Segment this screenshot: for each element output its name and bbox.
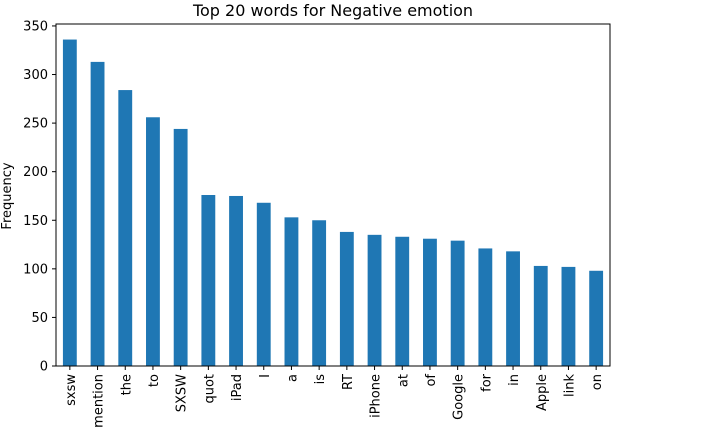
bar-0 bbox=[62, 39, 77, 367]
y-tick-label-7: 350 bbox=[23, 19, 48, 34]
y-tick-label-5: 250 bbox=[23, 117, 48, 132]
y-tick-label-4: 200 bbox=[23, 165, 48, 180]
bar-2 bbox=[118, 90, 133, 366]
bar-11 bbox=[367, 234, 382, 366]
x-tick-label-15: for bbox=[479, 373, 494, 392]
y-tick-label-1: 50 bbox=[31, 311, 48, 326]
x-tick-label-9: is bbox=[313, 374, 328, 385]
x-tick-label-0: sxsw bbox=[64, 374, 79, 406]
x-tick-label-5: quot bbox=[202, 374, 217, 404]
y-tick-label-0: 0 bbox=[40, 360, 48, 375]
bars-layer bbox=[62, 39, 604, 367]
x-tick-label-7: I bbox=[258, 374, 273, 378]
y-tick-label-3: 150 bbox=[23, 214, 48, 229]
bar-6 bbox=[229, 195, 243, 366]
bar-16 bbox=[506, 251, 520, 366]
chart-title: Top 20 words for Negative emotion bbox=[192, 1, 473, 20]
bar-9 bbox=[312, 220, 327, 366]
x-tick-label-8: a bbox=[285, 374, 300, 382]
x-tick-label-18: link bbox=[562, 374, 577, 397]
y-tick-label-2: 100 bbox=[23, 262, 48, 277]
plot-frame bbox=[55, 23, 611, 367]
x-tick-label-10: RT bbox=[341, 374, 356, 390]
x-tick-label-13: of bbox=[424, 374, 439, 387]
y-tick-label-6: 300 bbox=[23, 68, 48, 83]
bar-3 bbox=[146, 117, 160, 367]
x-tick-label-12: at bbox=[396, 374, 411, 387]
x-tick-label-16: in bbox=[507, 374, 522, 386]
bar-5 bbox=[201, 195, 216, 366]
bar-1 bbox=[90, 61, 105, 366]
bar-17 bbox=[533, 265, 548, 366]
x-tick-label-2: the bbox=[119, 374, 134, 395]
bar-18 bbox=[561, 266, 576, 366]
bar-4 bbox=[173, 128, 188, 366]
x-tick-label-6: iPad bbox=[230, 374, 245, 401]
bar-8 bbox=[284, 217, 299, 366]
x-tick-label-1: mention bbox=[92, 374, 107, 428]
bar-14 bbox=[450, 240, 465, 366]
bar-13 bbox=[423, 238, 437, 366]
x-tick-label-11: iPhone bbox=[369, 374, 384, 418]
y-axis-label: Frequency bbox=[0, 162, 15, 229]
x-tick-label-17: Apple bbox=[535, 374, 550, 411]
x-tick-label-19: on bbox=[590, 374, 605, 390]
y-axis: 0 50 100 150 200 250 300 350 bbox=[23, 19, 56, 375]
bar-12 bbox=[395, 236, 410, 366]
bar-7 bbox=[256, 202, 271, 366]
bar-10 bbox=[339, 231, 354, 366]
bar-15 bbox=[478, 248, 493, 366]
x-tick-label-4: SXSW bbox=[175, 374, 190, 412]
bar-19 bbox=[589, 270, 604, 366]
x-tick-label-14: Google bbox=[452, 374, 467, 420]
x-tick-label-3: to bbox=[147, 374, 162, 387]
